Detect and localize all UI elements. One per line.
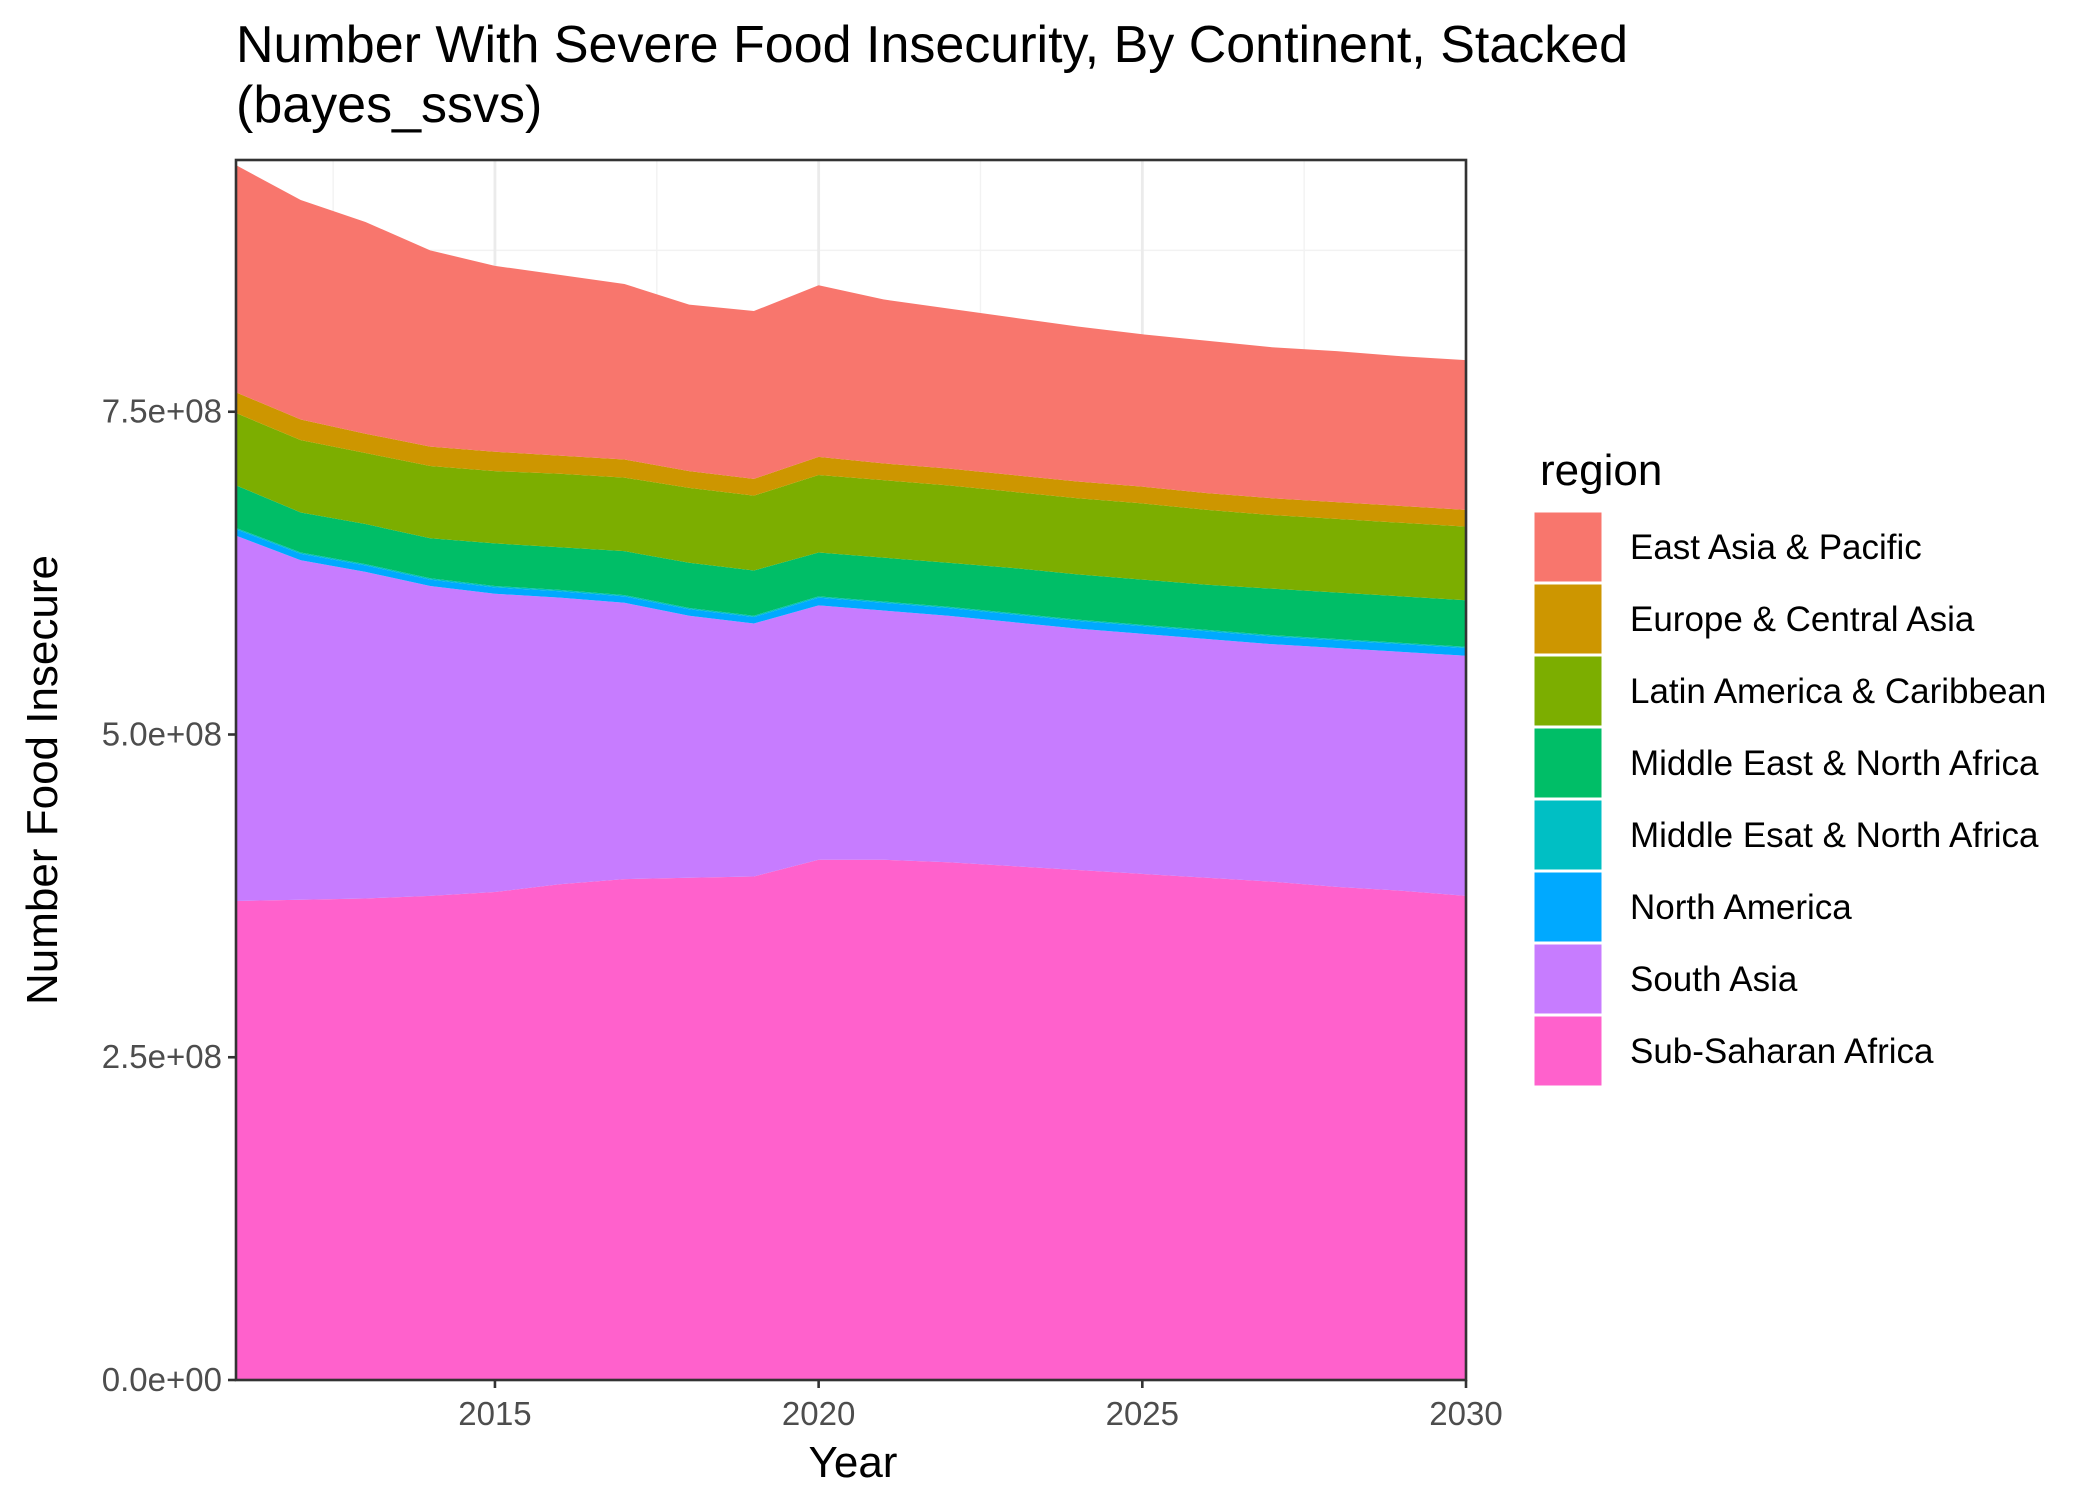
legend-label: East Asia & Pacific <box>1630 528 1922 567</box>
legend-key <box>1531 869 1605 945</box>
area-latin-america-caribbean <box>236 413 1466 601</box>
area-europe-central-asia <box>236 392 1466 527</box>
y-tick-label: 2.5e+08 <box>102 1038 222 1075</box>
legend-label: Europe & Central Asia <box>1630 600 1975 639</box>
x-tick-label: 2025 <box>1106 1395 1179 1432</box>
y-axis: 0.0e+00 2.5e+08 5.0e+08 7.5e+08 <box>102 393 236 1398</box>
area-north-america <box>236 529 1466 656</box>
legend-label: Latin America & Caribbean <box>1630 672 2046 711</box>
legend-label: North America <box>1630 888 1852 927</box>
legend-label: Middle East & North Africa <box>1630 744 2039 783</box>
chart-title-line-1: Number With Severe Food Insecurity, By C… <box>236 16 1628 74</box>
y-tick-label: 7.5e+08 <box>102 393 222 430</box>
legend-key <box>1531 725 1605 801</box>
y-tick-label: 0.0e+00 <box>102 1361 222 1398</box>
chart-title-line-2: (bayes_ssvs) <box>236 76 542 134</box>
legend-key <box>1531 797 1605 873</box>
x-axis: 2015 2020 2025 2030 <box>458 1380 1503 1432</box>
legend-title: region <box>1540 446 1662 495</box>
legend: region East Asia & Pacific Europe & Centr… <box>1531 446 2046 1089</box>
area-south-asia <box>236 535 1466 902</box>
legend-label: Sub-Saharan Africa <box>1630 1032 1934 1071</box>
x-tick-label: 2020 <box>782 1395 855 1432</box>
area-middle-east-north-africa <box>236 485 1466 647</box>
x-tick-label: 2015 <box>458 1395 531 1432</box>
legend-key <box>1531 941 1605 1017</box>
legend-label: South Asia <box>1630 960 1798 999</box>
x-tick-label: 2030 <box>1429 1395 1502 1432</box>
plot-panel <box>234 158 1468 1382</box>
x-axis-title: Year <box>809 1438 898 1487</box>
y-tick-label: 5.0e+08 <box>102 715 222 752</box>
y-axis-title: Number Food Insecure <box>18 555 67 1005</box>
area-east-asia-pacific <box>236 165 1466 510</box>
legend-key <box>1531 1013 1605 1089</box>
legend-key <box>1531 653 1605 729</box>
panel-border <box>234 158 1468 1382</box>
area-sub-saharan-africa <box>236 859 1466 1380</box>
legend-key <box>1531 509 1605 585</box>
legend-key <box>1531 581 1605 657</box>
legend-label: Middle Esat & North Africa <box>1630 816 2039 855</box>
